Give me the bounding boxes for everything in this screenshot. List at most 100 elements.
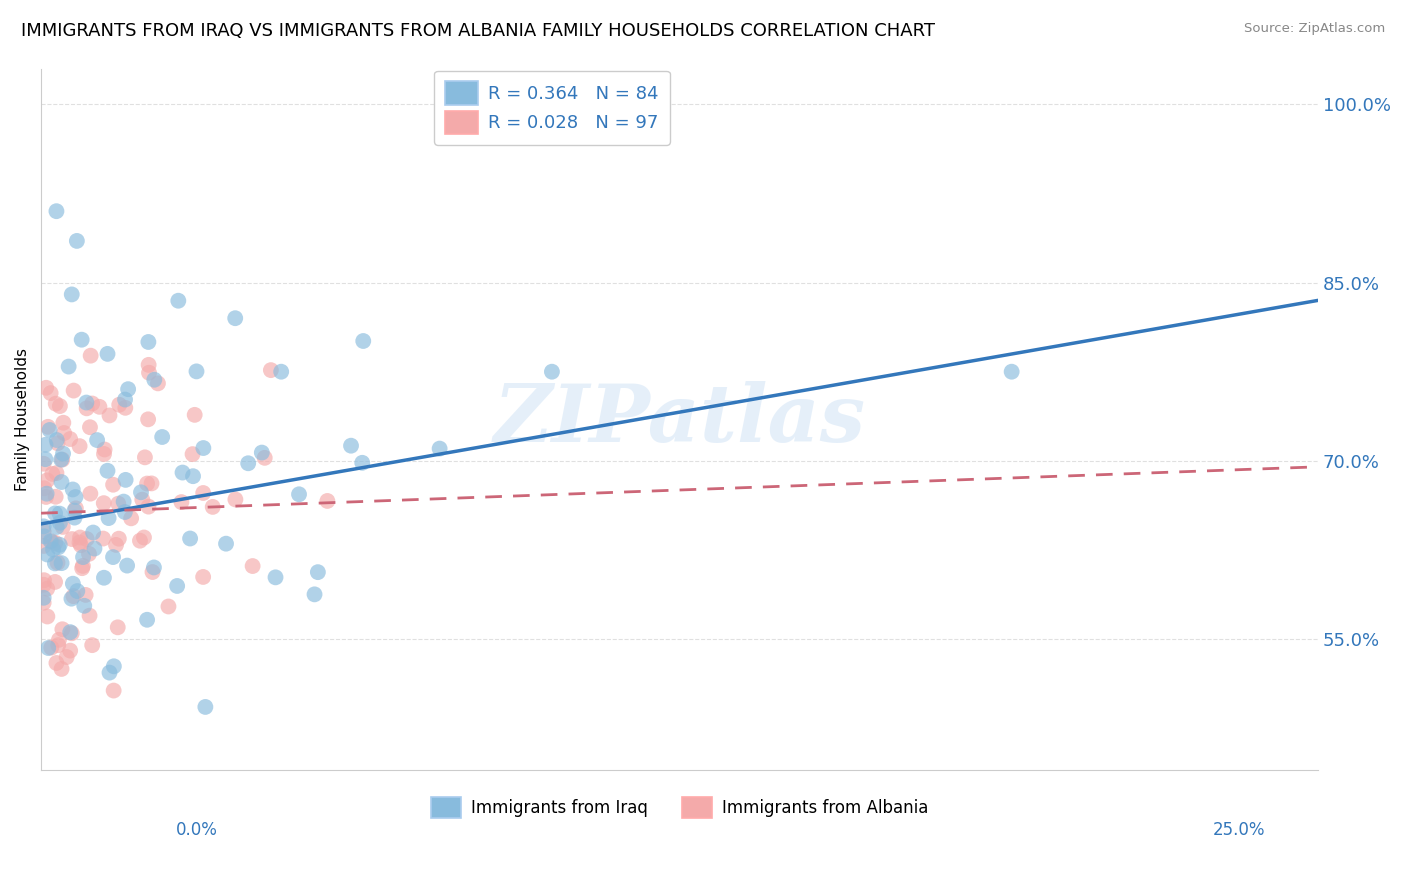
Point: [77, 547, 100, 561]
Point: [138, 366, 160, 380]
Point: [32, 457, 55, 471]
Point: [41, 467, 63, 481]
Legend: Immigrants from Iraq, Immigrants from Albania: Immigrants from Iraq, Immigrants from Al…: [425, 790, 935, 825]
Point: [72, 550, 94, 565]
Point: [108, 398, 131, 412]
Point: [75, 395, 97, 409]
Point: [62, 589, 84, 603]
Point: [179, 532, 201, 546]
Point: [49, 399, 72, 413]
Point: [82, 525, 104, 540]
Point: [35, 486, 58, 500]
Point: [62, 576, 84, 591]
Point: [44, 507, 66, 521]
Point: [260, 363, 283, 377]
Point: [44, 536, 66, 550]
Y-axis label: Family Households: Family Households: [15, 348, 30, 491]
Point: [98, 409, 121, 423]
Point: [103, 659, 125, 673]
Point: [65, 501, 87, 516]
Point: [304, 587, 326, 601]
Point: [53, 425, 76, 440]
Point: [138, 334, 160, 349]
Text: Source: ZipAtlas.com: Source: ZipAtlas.com: [1244, 22, 1385, 36]
Point: [253, 450, 276, 465]
Point: [101, 477, 124, 491]
Text: ZIPatlas: ZIPatlas: [494, 381, 866, 458]
Point: [34, 529, 56, 543]
Point: [70, 561, 93, 575]
Point: [32, 591, 55, 605]
Point: [103, 683, 125, 698]
Point: [37, 474, 59, 488]
Point: [45, 490, 67, 504]
Point: [91, 532, 114, 546]
Point: [146, 376, 169, 391]
Point: [186, 364, 208, 378]
Point: [60, 591, 83, 606]
Point: [115, 558, 138, 573]
Point: [46, 638, 69, 652]
Point: [142, 560, 165, 574]
Point: [86, 433, 108, 447]
Point: [35, 381, 58, 395]
Point: [37, 582, 59, 596]
Point: [215, 537, 238, 551]
Point: [37, 419, 59, 434]
Point: [59, 432, 82, 446]
Point: [62, 483, 84, 497]
Point: [70, 333, 93, 347]
Point: [46, 541, 69, 555]
Point: [172, 466, 194, 480]
Point: [62, 384, 84, 398]
Point: [79, 420, 101, 434]
Point: [39, 640, 62, 655]
Point: [51, 452, 73, 467]
Point: [82, 638, 104, 652]
Point: [129, 485, 152, 500]
Point: [96, 347, 118, 361]
Point: [129, 533, 152, 548]
Text: IMMIGRANTS FROM IRAQ VS IMMIGRANTS FROM ALBANIA FAMILY HOUSEHOLDS CORRELATION CH: IMMIGRANTS FROM IRAQ VS IMMIGRANTS FROM …: [21, 22, 935, 40]
Point: [166, 579, 188, 593]
Point: [48, 507, 70, 521]
Point: [75, 588, 97, 602]
Point: [194, 700, 217, 714]
Point: [39, 386, 62, 401]
Point: [45, 466, 67, 480]
Point: [52, 447, 75, 461]
Point: [143, 373, 166, 387]
Point: [79, 608, 101, 623]
Point: [38, 423, 60, 437]
Point: [250, 445, 273, 459]
Point: [34, 438, 56, 452]
Point: [51, 622, 73, 636]
Point: [44, 557, 66, 571]
Point: [65, 490, 87, 504]
Point: [136, 412, 159, 426]
Point: [52, 520, 75, 534]
Point: [48, 538, 70, 552]
Point: [242, 559, 264, 574]
Point: [316, 494, 339, 508]
Point: [112, 494, 135, 508]
Point: [93, 442, 115, 457]
Point: [41, 534, 63, 549]
Point: [45, 520, 67, 534]
Point: [108, 532, 131, 546]
Point: [76, 401, 98, 416]
Point: [105, 538, 128, 552]
Point: [131, 492, 153, 507]
Point: [37, 609, 59, 624]
Point: [340, 439, 363, 453]
Point: [107, 497, 129, 511]
Point: [76, 532, 98, 546]
Point: [114, 392, 136, 407]
Point: [93, 447, 115, 461]
Point: [270, 365, 292, 379]
Point: [97, 511, 120, 525]
Point: [66, 234, 89, 248]
Point: [45, 656, 67, 670]
Point: [79, 349, 101, 363]
Point: [63, 510, 86, 524]
